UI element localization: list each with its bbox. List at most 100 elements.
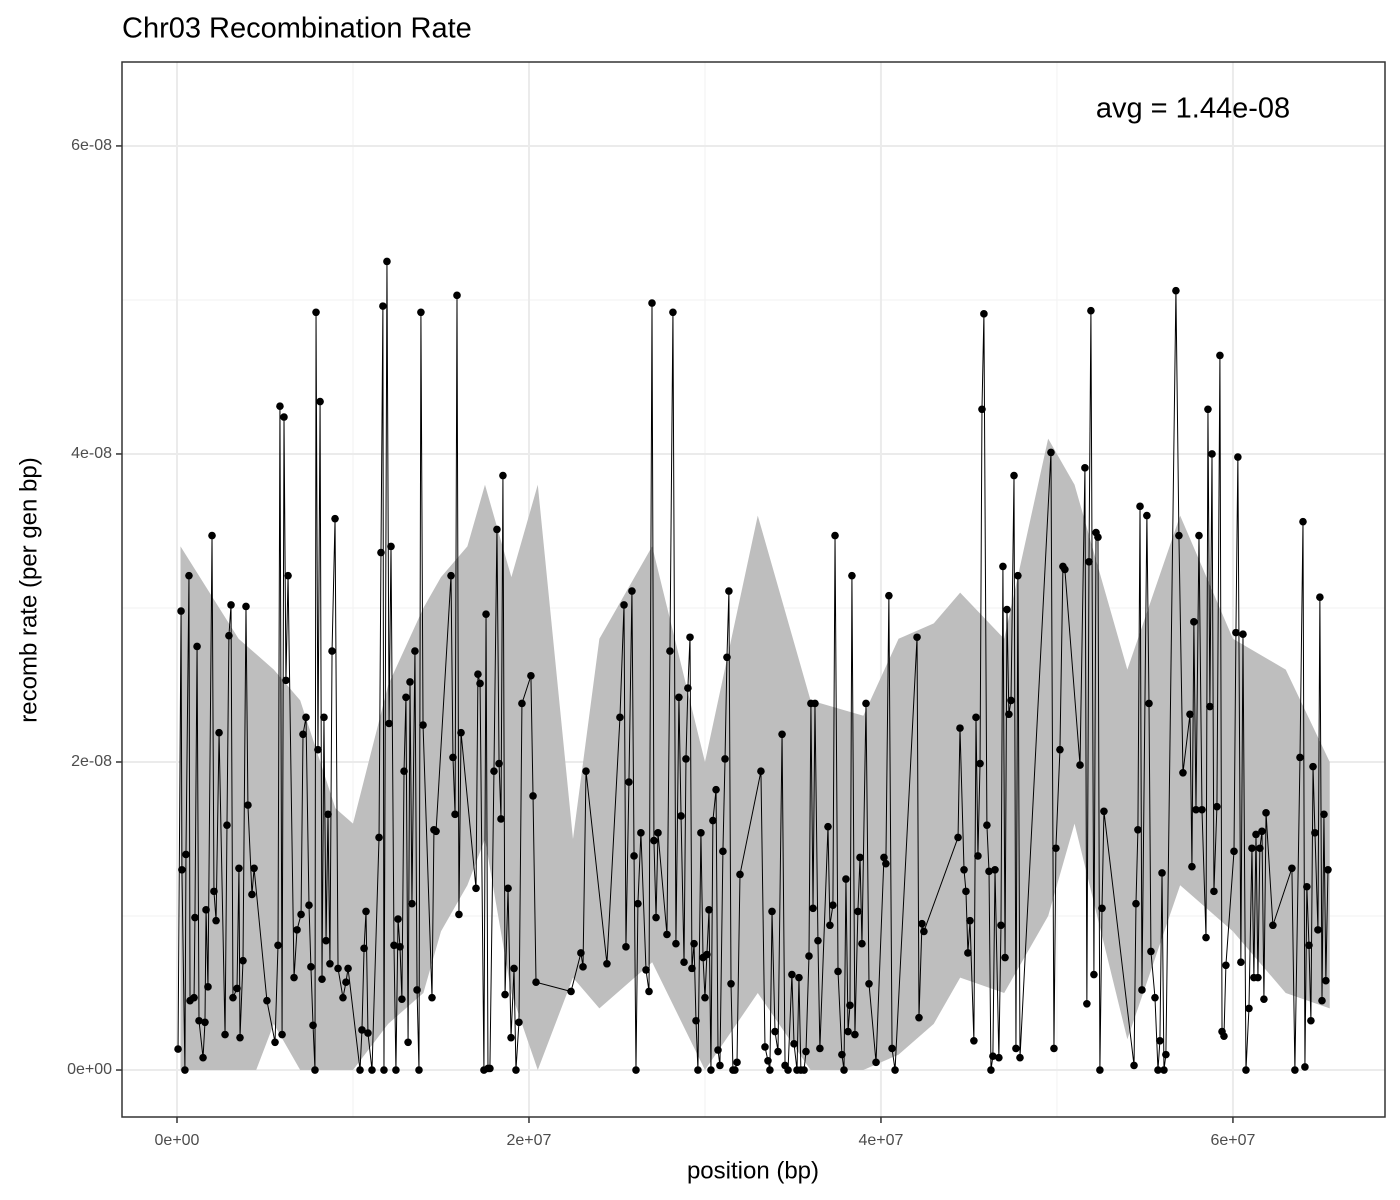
data-point bbox=[707, 1066, 715, 1074]
data-point bbox=[880, 853, 888, 862]
data-point bbox=[344, 964, 352, 973]
data-point bbox=[229, 993, 237, 1002]
data-point bbox=[1061, 565, 1069, 574]
data-point bbox=[987, 1066, 995, 1074]
data-point bbox=[326, 959, 334, 968]
data-point bbox=[1100, 807, 1108, 816]
data-point bbox=[824, 822, 832, 831]
data-point bbox=[400, 767, 408, 776]
ribbon bbox=[180, 438, 1330, 1071]
data-point bbox=[191, 913, 199, 922]
data-point bbox=[1288, 864, 1296, 873]
data-point bbox=[225, 631, 233, 640]
data-point bbox=[501, 990, 509, 999]
data-point bbox=[453, 291, 461, 300]
data-point bbox=[733, 1058, 741, 1067]
data-point bbox=[672, 939, 680, 948]
data-point bbox=[1081, 464, 1089, 472]
data-point bbox=[364, 1029, 372, 1037]
data-point bbox=[507, 1033, 515, 1042]
data-point bbox=[1204, 405, 1212, 414]
data-point bbox=[1269, 921, 1277, 930]
data-point bbox=[680, 958, 688, 967]
data-point bbox=[1252, 830, 1260, 839]
data-point bbox=[622, 943, 630, 951]
data-point bbox=[328, 647, 336, 655]
data-point bbox=[449, 753, 457, 762]
data-point bbox=[178, 866, 186, 874]
data-point bbox=[532, 978, 540, 987]
data-point bbox=[1056, 745, 1064, 754]
data-point bbox=[177, 607, 185, 615]
data-point bbox=[709, 816, 717, 825]
data-point bbox=[844, 1027, 852, 1036]
data-point bbox=[360, 944, 368, 953]
data-point bbox=[582, 767, 590, 776]
data-point bbox=[991, 866, 999, 874]
data-point bbox=[851, 1030, 859, 1039]
data-point bbox=[983, 821, 991, 829]
data-point bbox=[1222, 961, 1230, 970]
data-point bbox=[402, 693, 410, 702]
y-tick-label: 0e+00 bbox=[67, 1061, 112, 1078]
data-point bbox=[529, 792, 537, 800]
data-point bbox=[603, 959, 611, 968]
data-point bbox=[1208, 450, 1216, 458]
data-point bbox=[1094, 533, 1102, 541]
data-point bbox=[417, 308, 425, 317]
data-point bbox=[1324, 866, 1332, 874]
data-point bbox=[766, 1066, 774, 1074]
data-point bbox=[918, 919, 926, 928]
data-point bbox=[387, 542, 395, 551]
data-point bbox=[339, 993, 347, 1002]
data-point bbox=[486, 1064, 494, 1073]
data-point bbox=[1096, 1066, 1104, 1074]
data-point bbox=[1192, 805, 1200, 814]
data-point bbox=[1316, 593, 1324, 602]
data-point bbox=[235, 864, 243, 873]
data-point bbox=[1314, 926, 1322, 934]
data-point bbox=[342, 978, 350, 987]
data-point bbox=[447, 571, 455, 580]
data-point bbox=[309, 1021, 317, 1030]
data-point bbox=[406, 678, 414, 686]
data-point bbox=[181, 1066, 189, 1074]
data-point bbox=[527, 671, 535, 680]
data-point bbox=[428, 993, 436, 1002]
data-point bbox=[567, 987, 575, 996]
data-point bbox=[1186, 710, 1194, 719]
data-point bbox=[1047, 448, 1055, 457]
data-point bbox=[212, 916, 220, 925]
data-point bbox=[985, 867, 993, 876]
data-point bbox=[714, 1046, 722, 1054]
data-point bbox=[684, 684, 692, 692]
data-point bbox=[795, 973, 803, 982]
data-point bbox=[236, 1033, 244, 1042]
data-point bbox=[1190, 618, 1198, 626]
data-point bbox=[290, 973, 298, 982]
data-point bbox=[182, 850, 190, 859]
data-point bbox=[1052, 844, 1060, 853]
data-point bbox=[1050, 1044, 1058, 1053]
data-point bbox=[669, 308, 677, 317]
data-point bbox=[322, 936, 330, 945]
data-point bbox=[1258, 827, 1266, 836]
data-point bbox=[774, 1047, 782, 1056]
data-point bbox=[1299, 517, 1307, 526]
x-axis-title: position (bp) bbox=[687, 1157, 819, 1184]
data-point bbox=[1256, 844, 1264, 853]
data-point bbox=[419, 721, 427, 729]
data-point bbox=[1175, 531, 1183, 540]
data-point bbox=[1318, 996, 1326, 1005]
data-point bbox=[1248, 844, 1256, 853]
data-point bbox=[1198, 805, 1206, 814]
data-point bbox=[888, 1044, 896, 1053]
data-point bbox=[915, 1013, 923, 1022]
data-point bbox=[834, 967, 842, 976]
data-point bbox=[497, 815, 505, 823]
data-point bbox=[999, 562, 1007, 571]
data-point bbox=[1156, 1036, 1164, 1045]
data-point bbox=[368, 1066, 376, 1074]
data-point bbox=[1220, 1032, 1228, 1040]
